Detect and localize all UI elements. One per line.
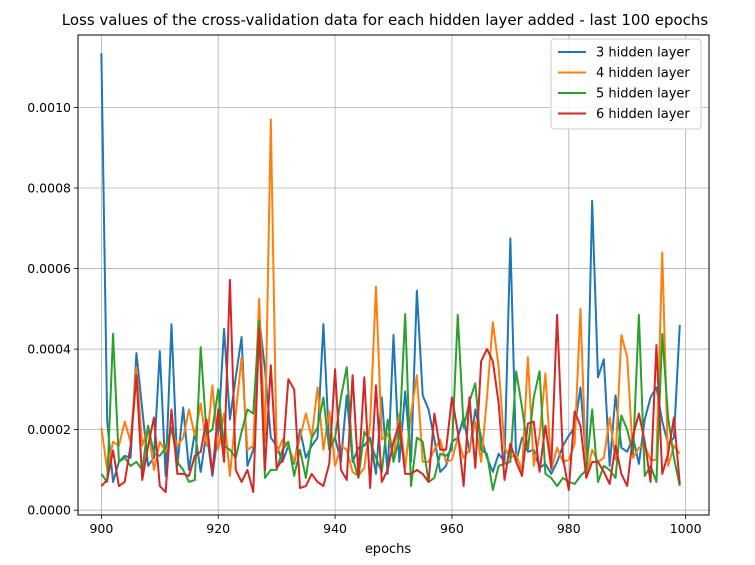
x-tick-label: 1000 [670,521,702,536]
x-tick-label: 940 [323,521,347,536]
y-axis-ticks: 0.0000 0.0002 0.0004 0.0006 0.0008 0.0010 [27,100,78,518]
plot-frame [77,34,710,516]
legend-label: 5 hidden layer [596,87,690,102]
y-tick-label: 0.0008 [27,181,71,196]
x-tick-label: 900 [89,521,113,536]
y-tick-label: 0.0010 [27,100,71,115]
y-tick-label: 0.0002 [27,422,71,437]
x-axis-ticks: 900 920 940 960 980 1000 [89,515,702,536]
x-tick-label: 960 [440,521,464,536]
y-tick-label: 0.0000 [27,503,71,518]
y-tick-label: 0.0004 [27,342,71,357]
series-line-5-hidden-layer [100,313,681,492]
x-tick-label: 920 [206,521,230,536]
chart-title: Loss values of the cross-validation data… [62,11,709,29]
series-line-3-hidden-layer [100,53,681,483]
legend-label: 3 hidden layer [596,46,690,61]
legend-label: 6 hidden layer [596,107,690,122]
series-lines [100,53,681,494]
legend: 3 hidden layer 4 hidden layer 5 hidden lay… [550,38,702,130]
legend-box [550,38,702,130]
x-axis-label: epochs [365,542,412,557]
legend-label: 4 hidden layer [596,66,690,81]
series-line-6-hidden-layer [100,278,681,494]
x-tick-label: 980 [557,521,581,536]
y-tick-label: 0.0006 [27,261,71,276]
